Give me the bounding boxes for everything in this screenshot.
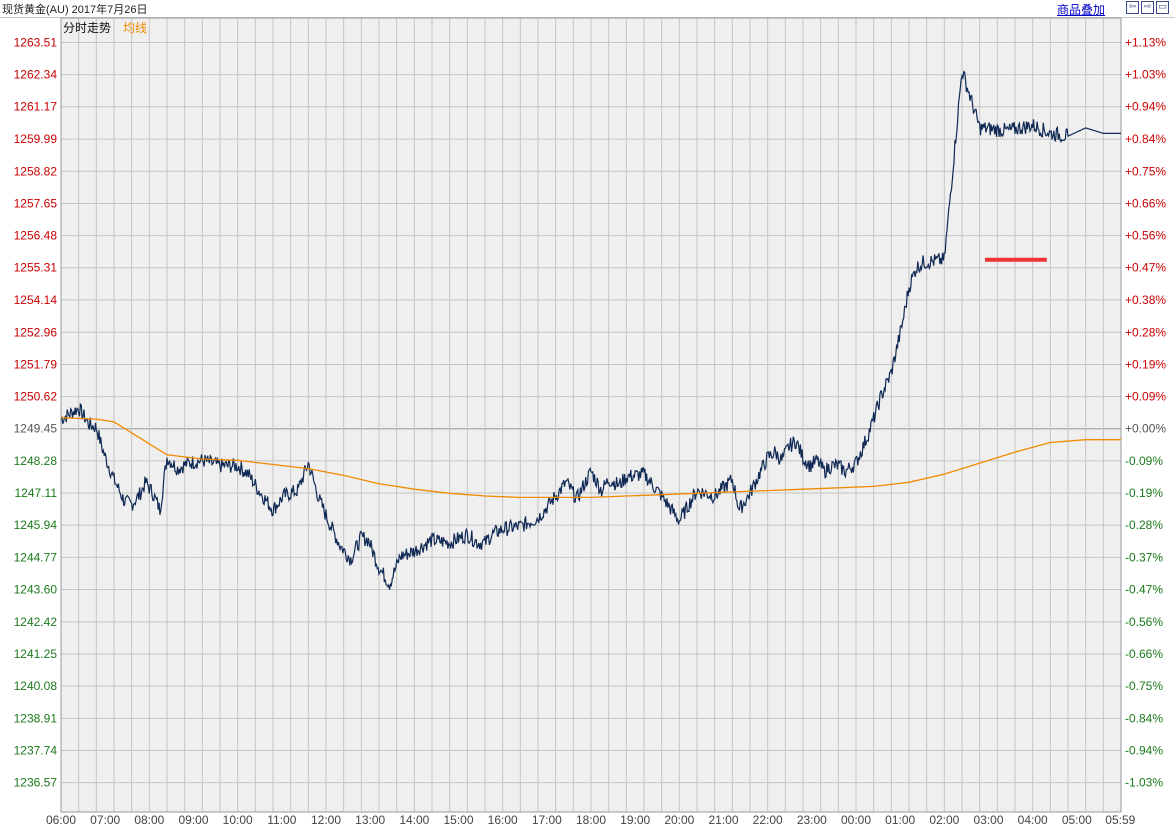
y-tick-label-right: +0.00%	[1125, 422, 1166, 436]
x-tick-label: 15:00	[443, 813, 473, 827]
x-tick-label: 16:00	[488, 813, 518, 827]
x-tick-label: 20:00	[664, 813, 694, 827]
y-tick-label-left: 1255.31	[14, 261, 58, 275]
x-tick-label: 13:00	[355, 813, 385, 827]
y-tick-label-right: +0.38%	[1125, 293, 1166, 307]
top-bar: 现货黄金(AU) 2017年7月26日 商品叠加 ⇦ ⇨ ▭	[0, 0, 1175, 18]
x-tick-label: 08:00	[134, 813, 164, 827]
y-tick-label-left: 1258.82	[14, 164, 58, 178]
y-tick-label-right: -0.56%	[1125, 615, 1163, 629]
x-tick-label: 05:00	[1062, 813, 1092, 827]
x-tick-label: 18:00	[576, 813, 606, 827]
y-tick-label-left: 1242.42	[14, 615, 58, 629]
y-tick-label-left: 1238.91	[14, 711, 58, 725]
y-tick-label-left: 1240.08	[14, 679, 58, 693]
y-tick-label-left: 1245.94	[14, 518, 58, 532]
y-tick-label-right: -0.37%	[1125, 550, 1163, 564]
x-tick-label: 10:00	[223, 813, 253, 827]
x-tick-label: 05:59	[1105, 813, 1135, 827]
y-tick-label-right: +0.84%	[1125, 132, 1166, 146]
legend-price-label: 分时走势	[63, 21, 111, 35]
y-tick-label-right: -0.84%	[1125, 711, 1163, 725]
y-tick-label-left: 1259.99	[14, 132, 58, 146]
y-tick-label-left: 1261.17	[14, 100, 58, 114]
y-tick-label-right: +0.09%	[1125, 390, 1166, 404]
y-tick-label-left: 1244.77	[14, 550, 58, 564]
y-tick-label-right: -0.47%	[1125, 582, 1163, 596]
y-tick-label-left: 1236.57	[14, 776, 58, 790]
y-tick-label-right: +0.19%	[1125, 357, 1166, 371]
arrow-right-icon[interactable]: ⇨	[1141, 1, 1154, 14]
y-tick-label-left: 1250.62	[14, 390, 58, 404]
y-tick-label-right: +1.03%	[1125, 68, 1166, 82]
y-tick-label-left: 1257.65	[14, 196, 58, 210]
window-icon[interactable]: ▭	[1156, 1, 1169, 14]
y-tick-label-right: +0.56%	[1125, 229, 1166, 243]
x-tick-label: 17:00	[532, 813, 562, 827]
y-tick-label-right: +0.28%	[1125, 325, 1166, 339]
y-tick-label-left: 1251.79	[14, 357, 58, 371]
chart-title: 现货黄金(AU) 2017年7月26日	[2, 4, 148, 16]
x-tick-label: 00:00	[841, 813, 871, 827]
average-line	[60, 417, 1121, 499]
x-tick-label: 06:00	[46, 813, 76, 827]
x-tick-label: 01:00	[885, 813, 915, 827]
x-tick-label: 19:00	[620, 813, 650, 827]
x-tick-label: 07:00	[90, 813, 120, 827]
y-tick-label-right: -0.66%	[1125, 647, 1163, 661]
legend-average-label: 均线	[123, 21, 147, 35]
arrow-left-icon[interactable]: ⇦	[1126, 1, 1139, 14]
y-tick-label-left: 1237.74	[14, 743, 58, 757]
y-tick-label-right: -1.03%	[1125, 776, 1163, 790]
y-tick-label-right: +0.47%	[1125, 261, 1166, 275]
plot-border	[60, 17, 1122, 813]
y-tick-label-left: 1254.14	[14, 293, 58, 307]
y-tick-label-left: 1247.11	[15, 486, 58, 500]
y-tick-label-right: +0.66%	[1125, 196, 1166, 210]
intraday-chart: 1263.51 +1.13% 1262.34 +1.03% 1261.17 +0.94% 1…	[14, 17, 1166, 827]
y-tick-label-left: 1243.60	[14, 582, 58, 596]
y-tick-label-right: -0.94%	[1125, 743, 1163, 757]
x-tick-label: 11:00	[267, 813, 296, 827]
y-tick-label-right: -0.75%	[1125, 679, 1163, 693]
x-tick-label: 04:00	[1018, 813, 1048, 827]
x-tick-label: 09:00	[178, 813, 208, 827]
x-tick-label: 03:00	[973, 813, 1003, 827]
y-tick-label-left: 1262.34	[14, 68, 58, 82]
y-tick-label-left: 1252.96	[14, 325, 58, 339]
x-tick-label: 21:00	[708, 813, 738, 827]
x-tick-label: 14:00	[399, 813, 429, 827]
y-tick-label-right: +0.75%	[1125, 164, 1166, 178]
overlay-commodity-button[interactable]: 商品叠加	[1057, 3, 1106, 17]
x-tick-label: 23:00	[797, 813, 827, 827]
y-tick-label-right: +0.94%	[1125, 100, 1166, 114]
y-tick-label-right: -0.19%	[1125, 486, 1163, 500]
x-tick-label: 02:00	[929, 813, 959, 827]
y-tick-label-right: -0.09%	[1125, 454, 1163, 468]
price-line	[60, 70, 1121, 590]
y-tick-label-right: +1.13%	[1125, 35, 1166, 49]
y-tick-label-left: 1248.28	[14, 454, 58, 468]
x-tick-label: 12:00	[311, 813, 341, 827]
y-tick-label-left: 1263.51	[14, 35, 58, 49]
y-tick-label-left: 1241.25	[14, 647, 58, 661]
y-tick-label-left: 1249.45	[14, 422, 58, 436]
x-tick-label: 22:00	[753, 813, 783, 827]
y-tick-label-left: 1256.48	[14, 229, 58, 243]
y-tick-label-right: -0.28%	[1125, 518, 1163, 532]
